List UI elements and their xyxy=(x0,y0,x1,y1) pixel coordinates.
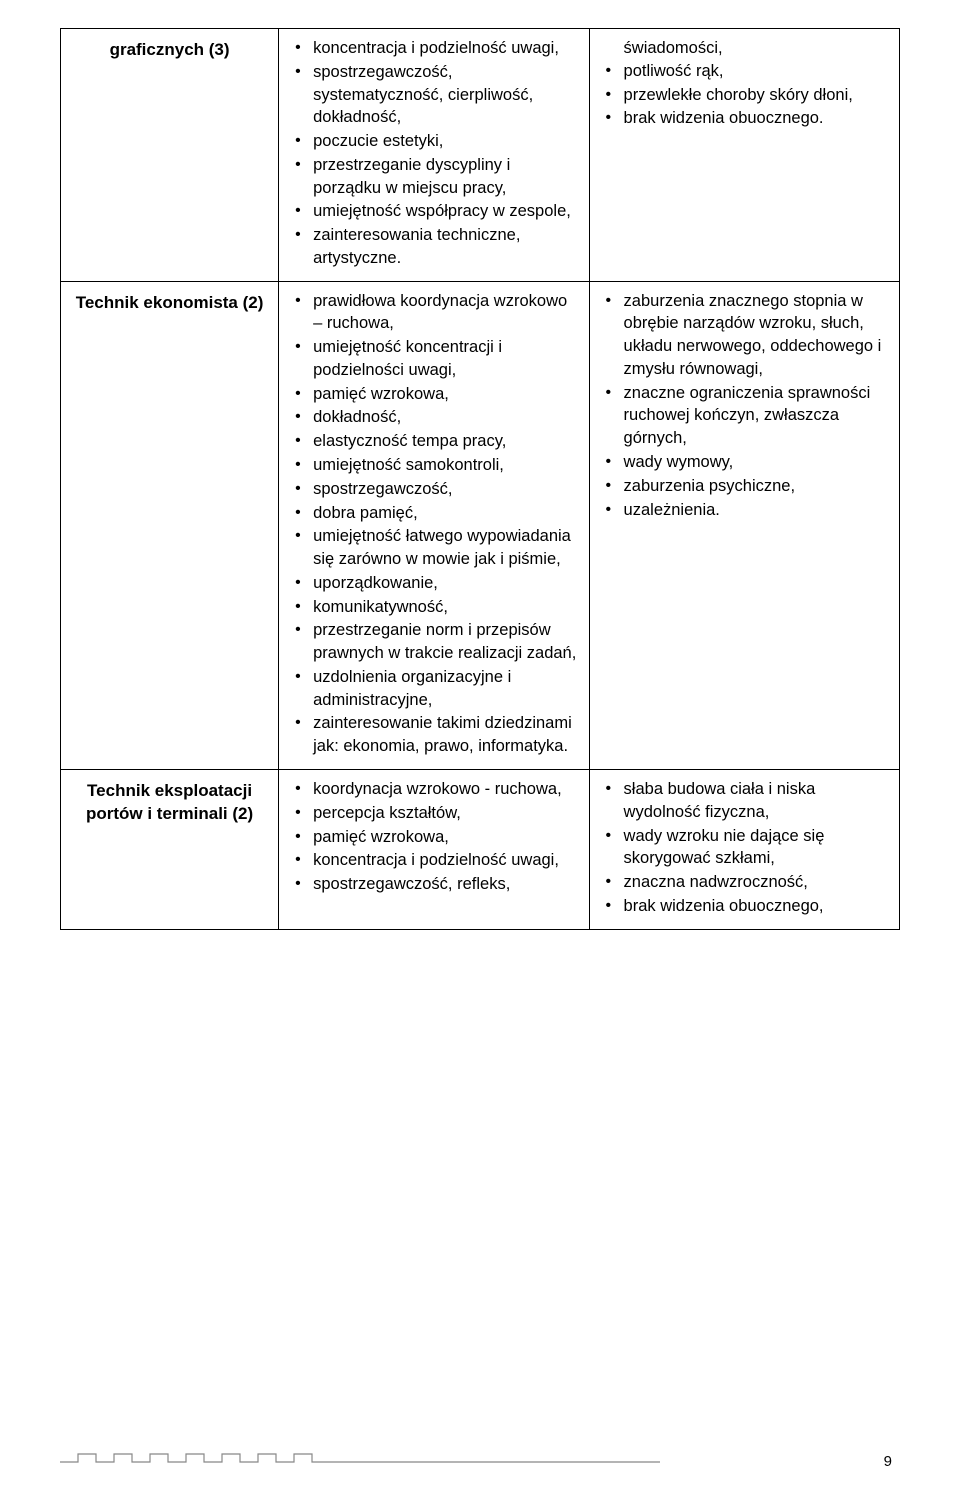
contraindications-list: potliwość rąk,przewlekłe choroby skóry d… xyxy=(600,60,889,131)
traits-list: koncentracja i podzielność uwagi,spostrz… xyxy=(289,37,578,271)
list-item: dobra pamięć, xyxy=(313,502,578,526)
list-item: pamięć wzrokowa, xyxy=(313,826,578,850)
list-item: wady wzroku nie dające się skorygować sz… xyxy=(624,825,889,872)
row-title: Technik ekonomista (2) xyxy=(71,290,268,315)
list-item: spostrzegawczość, systematyczność, cierp… xyxy=(313,61,578,130)
list-item: umiejętność koncentracji i podzielności … xyxy=(313,336,578,383)
list-item: spostrzegawczość, xyxy=(313,478,578,502)
list-item: poczucie estetyki, xyxy=(313,130,578,154)
list-item: umiejętność łatwego wypowiadania się zar… xyxy=(313,525,578,572)
traits-cell: prawidłowa koordynacja wzrokowo – ruchow… xyxy=(279,281,589,769)
list-item: zaburzenia znacznego stopnia w obrębie n… xyxy=(624,290,889,382)
list-item: wady wymowy, xyxy=(624,451,889,475)
traits-list: koordynacja wzrokowo - ruchowa,percepcja… xyxy=(289,778,578,897)
document-page: graficznych (3) koncentracja i podzielnoś… xyxy=(0,0,960,1500)
list-item: koncentracja i podzielność uwagi, xyxy=(313,37,578,61)
list-item: uporządkowanie, xyxy=(313,572,578,596)
list-item: brak widzenia obuocznego. xyxy=(624,107,889,131)
list-item: zaburzenia psychiczne, xyxy=(624,475,889,499)
list-item: zainteresowanie takimi dziedzinami jak: … xyxy=(313,712,578,759)
traits-cell: koordynacja wzrokowo - ruchowa,percepcja… xyxy=(279,769,589,929)
list-item: słaba budowa ciała i niska wydolność fiz… xyxy=(624,778,889,825)
contraindications-cell: świadomości,potliwość rąk,przewlekłe cho… xyxy=(589,29,899,282)
row-title: Technik eksploatacji portów i terminali … xyxy=(71,778,268,826)
list-item: pamięć wzrokowa, xyxy=(313,383,578,407)
competency-table: graficznych (3) koncentracja i podzielnoś… xyxy=(60,28,900,930)
list-item: koncentracja i podzielność uwagi, xyxy=(313,849,578,873)
list-item: przestrzeganie dyscypliny i porządku w m… xyxy=(313,154,578,201)
list-item: percepcja kształtów, xyxy=(313,802,578,826)
row-title-cell: graficznych (3) xyxy=(61,29,279,282)
list-item: znaczna nadwzroczność, xyxy=(624,871,889,895)
list-item: elastyczność tempa pracy, xyxy=(313,430,578,454)
list-item: znaczne ograniczenia sprawności ruchowej… xyxy=(624,382,889,451)
contraindications-cell: zaburzenia znacznego stopnia w obrębie n… xyxy=(589,281,899,769)
list-item: uzdolnienia organizacyjne i administracy… xyxy=(313,666,578,713)
list-item: potliwość rąk, xyxy=(624,60,889,84)
traits-cell: koncentracja i podzielność uwagi,spostrz… xyxy=(279,29,589,282)
table-row: graficznych (3) koncentracja i podzielnoś… xyxy=(61,29,900,282)
list-item: koordynacja wzrokowo - ruchowa, xyxy=(313,778,578,802)
contraindications-list: zaburzenia znacznego stopnia w obrębie n… xyxy=(600,290,889,523)
row-title-cell: Technik eksploatacji portów i terminali … xyxy=(61,769,279,929)
traits-list: prawidłowa koordynacja wzrokowo – ruchow… xyxy=(289,290,578,759)
contraindications-cell: słaba budowa ciała i niska wydolność fiz… xyxy=(589,769,899,929)
list-item: umiejętność współpracy w zespole, xyxy=(313,200,578,224)
table-row: Technik eksploatacji portów i terminali … xyxy=(61,769,900,929)
list-item: umiejętność samokontroli, xyxy=(313,454,578,478)
list-item: brak widzenia obuocznego, xyxy=(624,895,889,919)
orphan-line: świadomości, xyxy=(600,37,889,60)
list-item: przestrzeganie norm i przepisów prawnych… xyxy=(313,619,578,666)
list-item: zainteresowania techniczne, artystyczne. xyxy=(313,224,578,271)
table-row: Technik ekonomista (2) prawidłowa koordyn… xyxy=(61,281,900,769)
list-item: prawidłowa koordynacja wzrokowo – ruchow… xyxy=(313,290,578,337)
footer-decoration xyxy=(60,1448,660,1470)
list-item: dokładność, xyxy=(313,406,578,430)
contraindications-list: słaba budowa ciała i niska wydolność fiz… xyxy=(600,778,889,919)
list-item: uzależnienia. xyxy=(624,499,889,523)
page-number: 9 xyxy=(884,1453,892,1470)
list-item: spostrzegawczość, refleks, xyxy=(313,873,578,897)
list-item: komunikatywność, xyxy=(313,596,578,620)
row-title-cell: Technik ekonomista (2) xyxy=(61,281,279,769)
list-item: przewlekłe choroby skóry dłoni, xyxy=(624,84,889,108)
row-title: graficznych (3) xyxy=(71,37,268,62)
